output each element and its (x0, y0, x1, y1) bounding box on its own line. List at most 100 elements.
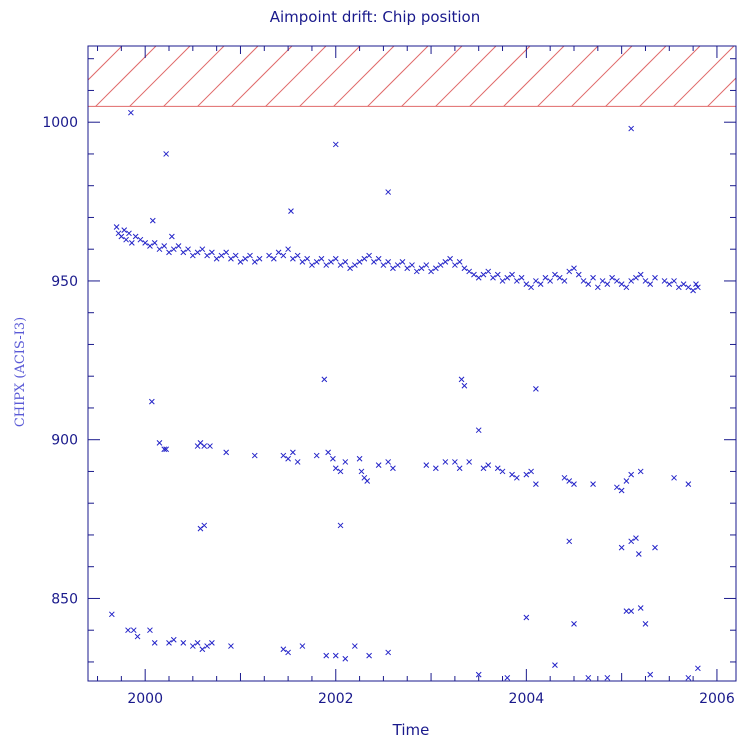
data-point (528, 468, 534, 475)
data-point (671, 474, 677, 481)
data-point (201, 522, 208, 529)
data-point (358, 468, 365, 475)
data-point (533, 278, 539, 284)
data-point (566, 478, 573, 484)
data-point (161, 243, 168, 249)
data-point (347, 265, 353, 272)
data-point (423, 262, 430, 268)
data-point (321, 376, 328, 383)
data-point (466, 459, 473, 465)
data-point (575, 271, 582, 278)
data-point (161, 446, 168, 453)
data-point (332, 465, 339, 472)
data-point (147, 243, 153, 249)
data-point (285, 649, 291, 656)
data-point (590, 274, 596, 281)
data-point (318, 255, 325, 262)
plot-frame (87, 45, 737, 682)
data-point (633, 274, 639, 281)
data-point (533, 386, 539, 392)
data-point (325, 449, 331, 456)
data-point (471, 271, 477, 278)
data-point (628, 278, 635, 284)
data-point (228, 643, 234, 649)
data-point (290, 449, 296, 456)
data-point (418, 265, 425, 272)
data-point (223, 249, 230, 256)
x-tick-label: 2004 (509, 691, 545, 707)
chart-title: Aimpoint drift: Chip position (270, 8, 481, 26)
data-point (461, 382, 468, 389)
data-point (590, 481, 596, 488)
data-point (437, 262, 444, 268)
data-point (475, 671, 482, 678)
data-point (685, 481, 692, 488)
data-point (695, 284, 701, 291)
data-point (128, 109, 134, 116)
data-point (134, 633, 141, 640)
data-point (328, 259, 334, 265)
data-point (170, 636, 177, 643)
data-point (375, 462, 382, 468)
data-point (285, 246, 291, 253)
data-point (364, 478, 371, 484)
data-point (108, 611, 115, 618)
data-point (380, 262, 387, 268)
data-point (399, 259, 406, 265)
data-point (294, 252, 301, 259)
data-point (523, 281, 530, 287)
data-point (247, 252, 253, 259)
data-point (623, 478, 630, 484)
data-point (628, 125, 635, 132)
data-point (218, 252, 225, 259)
data-point (256, 255, 263, 262)
x-tick-label: 2000 (127, 691, 163, 707)
data-point (385, 259, 392, 265)
data-point (121, 227, 128, 234)
hatch-line (129, 46, 191, 107)
hatch-line (88, 46, 89, 47)
data-point (533, 481, 539, 488)
data-point (580, 278, 587, 284)
data-point (390, 465, 396, 472)
hatch-line (367, 46, 429, 107)
data-point (693, 281, 699, 287)
data-point (251, 452, 258, 459)
data-point (628, 538, 635, 545)
data-point (609, 274, 615, 281)
data-point (518, 274, 525, 281)
data-point (528, 284, 534, 291)
data-point (126, 230, 132, 237)
data-point (266, 252, 272, 259)
data-point (309, 262, 315, 268)
hatch-line (197, 46, 259, 107)
data-point (385, 189, 392, 195)
data-point (142, 239, 149, 246)
data-point (494, 271, 501, 278)
data-point (637, 468, 644, 475)
data-point (166, 640, 172, 646)
data-point (189, 252, 196, 259)
data-point (513, 474, 520, 481)
data-point (513, 278, 520, 284)
data-point (175, 243, 182, 249)
data-point (169, 233, 175, 240)
data-point (413, 268, 420, 275)
hatch-line (742, 46, 751, 106)
data-point (523, 614, 530, 621)
data-point (390, 265, 396, 272)
data-point (618, 544, 625, 551)
hatch-line (88, 46, 123, 81)
data-point (151, 239, 158, 246)
data-point (201, 443, 208, 449)
data-point (685, 674, 692, 681)
data-point (618, 281, 625, 287)
data-point (185, 246, 191, 253)
data-point (304, 255, 311, 262)
data-point (223, 449, 230, 456)
data-point (148, 398, 155, 405)
data-point (156, 246, 163, 253)
data-point (452, 459, 458, 465)
data-point (275, 249, 282, 256)
